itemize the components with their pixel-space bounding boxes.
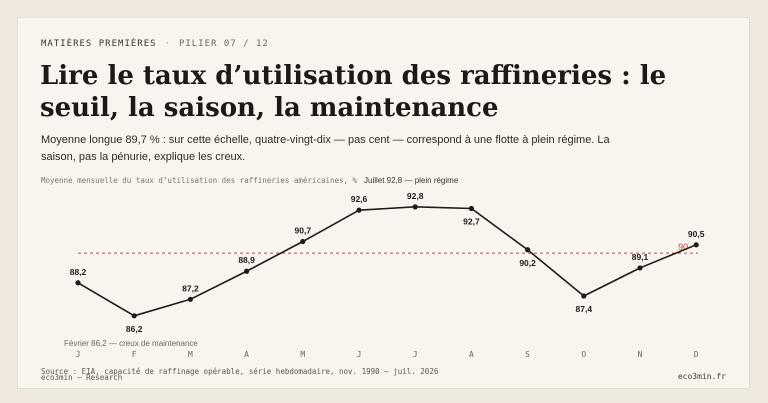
page-subtitle: Moyenne longue 89,7 % : sur cette échell… bbox=[41, 134, 610, 163]
series-line bbox=[77, 206, 697, 317]
chart-caption: Moyenne mensuelle du taux d’utilisation … bbox=[41, 176, 358, 185]
chart-card: MATIÈRES PREMIÈRES · PILIER 07 / 12 Lire l… bbox=[17, 17, 750, 389]
line-chart: 90 88,286,287,288,990,792,6 92,892,790,28… bbox=[64, 176, 705, 359]
x-tick-label: M bbox=[300, 350, 305, 359]
data-point bbox=[468, 205, 474, 212]
x-tick-label: A bbox=[244, 350, 249, 359]
value-label: 86,2 bbox=[126, 324, 143, 334]
x-tick-label: O bbox=[581, 350, 586, 359]
x-tick-label: F bbox=[132, 350, 137, 359]
value-label: 88,2 bbox=[70, 267, 87, 277]
footer-brand: eco3min — Research bbox=[41, 373, 123, 382]
value-label: 87,4 bbox=[576, 304, 593, 314]
data-point bbox=[187, 296, 193, 302]
value-label: 90,7 bbox=[295, 226, 312, 236]
value-label: 88,9 bbox=[238, 255, 255, 265]
value-label: 89,1 bbox=[632, 252, 649, 262]
value-label: 92,6 bbox=[351, 194, 368, 204]
value-label: 90,2 bbox=[519, 258, 536, 268]
x-tick-label: S bbox=[525, 350, 530, 359]
kicker-separator: · bbox=[164, 39, 171, 49]
reference-label: 90 bbox=[678, 242, 688, 252]
value-label: 87,2 bbox=[182, 283, 199, 293]
footer-source: Source : EIA, capacité de raffinage opér… bbox=[41, 367, 439, 376]
value-labels: 88,2 86,2 87,2 88,9 90,7 92,6 92,8 92,7 90,2 87,4… bbox=[70, 191, 705, 334]
page-title: Lire le taux d’utilisation des raffineri… bbox=[40, 61, 667, 123]
value-label: 92,8 bbox=[407, 191, 424, 201]
data-point bbox=[75, 280, 81, 286]
data-point bbox=[244, 268, 250, 274]
kicker: MATIÈRES PREMIÈRES · PILIER 07 / 12 bbox=[41, 39, 269, 49]
data-point bbox=[131, 313, 137, 319]
annotation-trough: Février 86,2 — creux de maintenance bbox=[64, 339, 198, 348]
x-tick-label: J bbox=[413, 350, 418, 359]
value-label: 90,5 bbox=[688, 229, 705, 239]
x-tick-label: J bbox=[76, 350, 81, 359]
kicker-category: MATIÈRES PREMIÈRES bbox=[41, 39, 157, 49]
x-tick-label: J bbox=[357, 350, 362, 359]
data-point bbox=[581, 293, 587, 299]
x-tick-label: D bbox=[694, 350, 699, 359]
x-tick-label: M bbox=[188, 350, 193, 359]
kicker-pillar: PILIER 07 / 12 bbox=[178, 39, 269, 49]
x-tick-label: N bbox=[638, 350, 643, 359]
data-point bbox=[412, 204, 418, 210]
data-point bbox=[356, 207, 362, 213]
data-points bbox=[75, 204, 699, 319]
data-point bbox=[300, 238, 306, 245]
data-point bbox=[525, 247, 531, 253]
value-label: 92,7 bbox=[463, 217, 480, 227]
x-tick-label: A bbox=[469, 350, 474, 359]
footer-site: eco3min.fr bbox=[677, 372, 726, 381]
data-point bbox=[637, 265, 643, 271]
data-point bbox=[693, 242, 699, 248]
annotation-peak: Juillet 92,8 — plein régime bbox=[364, 176, 459, 185]
